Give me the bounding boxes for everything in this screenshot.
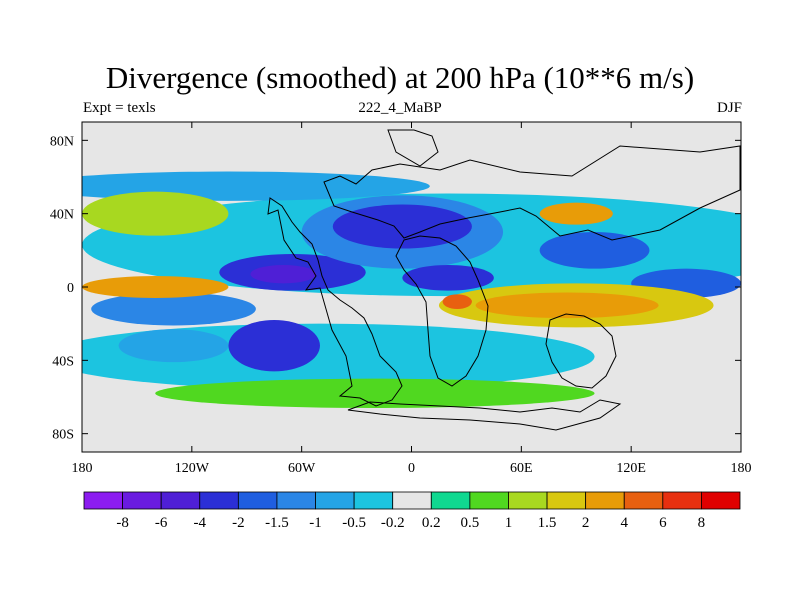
colorbar-label: 8 <box>698 515 706 531</box>
colorbar-box <box>276 491 316 510</box>
chart-title: Divergence (smoothed) at 200 hPa (10**6 … <box>105 60 695 95</box>
run-label: 222_4_MaBP <box>358 100 442 116</box>
x-tick-label: 60W <box>288 461 316 476</box>
colorbar-box <box>122 491 162 510</box>
colorbar-label: -6 <box>155 515 168 531</box>
coastline-greenland <box>387 129 439 167</box>
coastline-americas <box>267 197 403 407</box>
field-pac-eq <box>82 276 229 298</box>
colorbar-box <box>469 491 509 510</box>
x-tick-label: 180 <box>731 461 752 476</box>
y-tick-label: 40S <box>52 354 74 369</box>
field-spac <box>118 329 229 363</box>
y-tick-label: 80S <box>52 428 74 443</box>
colorbar-label: 0.5 <box>461 515 480 531</box>
x-tick-label: 120W <box>175 461 210 476</box>
coastline-eurasia <box>323 145 741 241</box>
x-tick-label: 180 <box>72 461 93 476</box>
field-ind-n <box>539 232 650 269</box>
field-wpac-s <box>91 292 256 326</box>
colorbar-label: -1.5 <box>265 515 289 531</box>
colorbar-box <box>199 491 239 510</box>
coastline-africa <box>395 235 489 387</box>
colorbar-label: 1 <box>505 515 513 531</box>
colorbar-box <box>83 491 123 510</box>
colorbar-box <box>701 491 741 510</box>
x-tick-label: 120E <box>616 461 646 476</box>
colorbar-box <box>585 491 625 510</box>
colorbar-label: 0.2 <box>422 515 441 531</box>
colorbar-box <box>430 491 471 510</box>
coastline-australia <box>545 313 617 389</box>
y-tick-label: 40N <box>50 208 74 223</box>
colorbar-box <box>392 491 432 510</box>
field-afr-pos <box>442 294 472 309</box>
y-tick-label: 80N <box>50 134 74 149</box>
colorbar-label: -4 <box>194 515 207 531</box>
field-sa-s <box>228 320 320 372</box>
colorbar-box <box>237 491 278 510</box>
colorbar-box <box>546 491 587 510</box>
field-mid-s-pos <box>155 378 595 409</box>
season-label: DJF <box>716 100 742 116</box>
colorbar-label: -8 <box>116 515 129 531</box>
field-trop-pos-core <box>475 292 659 319</box>
colorbar-label: -2 <box>232 515 245 531</box>
colorbar-label: 6 <box>659 515 667 531</box>
colorbar-label: -0.5 <box>342 515 366 531</box>
field-mid-n-pos <box>82 191 229 236</box>
colorbar-box <box>315 491 355 510</box>
colorbar-box <box>353 491 394 510</box>
colorbar-label: 4 <box>620 515 628 531</box>
colorbar-label: 1.5 <box>538 515 557 531</box>
colorbar-label: -0.2 <box>381 515 405 531</box>
y-tick-label: 0 <box>67 281 74 296</box>
field-asia-n-pos <box>539 202 613 225</box>
expt-label: Expt = texls <box>83 100 156 116</box>
colorbar-label: -1 <box>309 515 322 531</box>
coastline-antarctica <box>347 399 622 431</box>
x-tick-label: 0 <box>408 461 415 476</box>
x-tick-label: 60E <box>510 461 533 476</box>
colorbar-box <box>623 491 664 510</box>
colorbar-box <box>508 491 548 510</box>
field-afr-n <box>402 265 494 291</box>
colorbar-label: 2 <box>582 515 590 531</box>
colorbar-box <box>662 491 702 510</box>
colorbar-box <box>160 491 201 510</box>
field-epac-core <box>250 265 317 284</box>
